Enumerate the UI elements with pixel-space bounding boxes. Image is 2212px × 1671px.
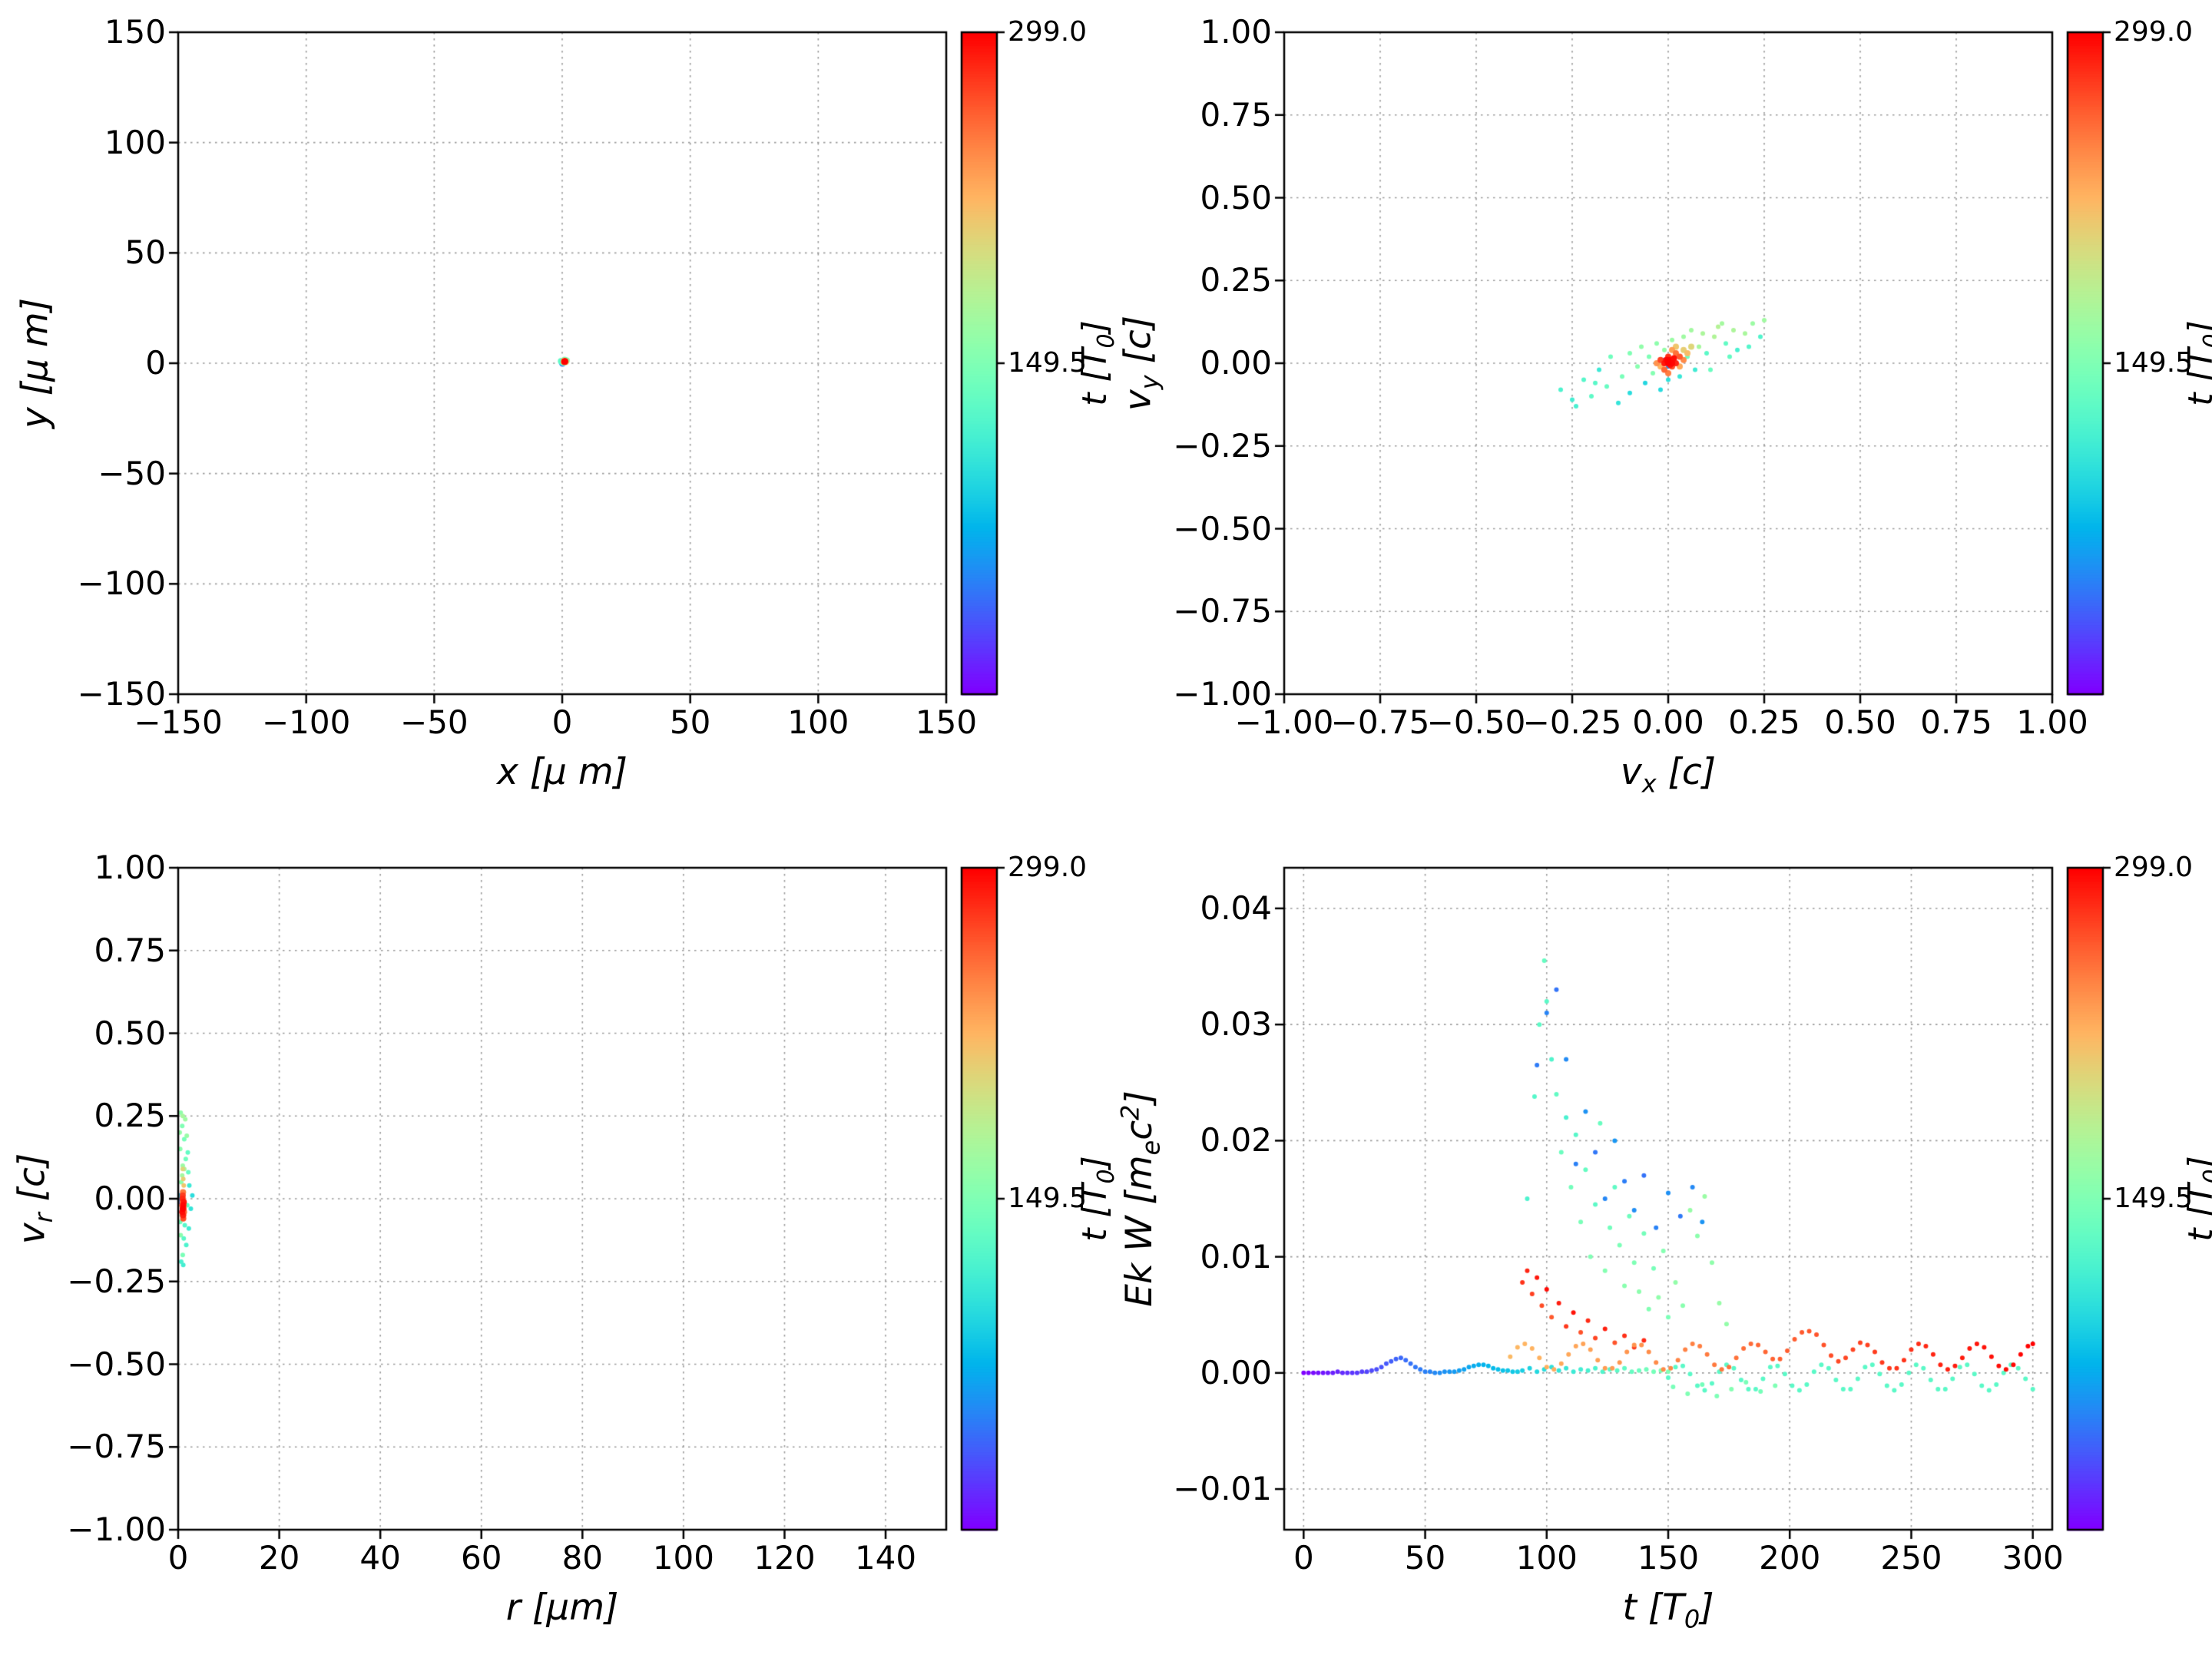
x-tick-label: 300 — [2002, 1539, 2064, 1577]
subplot-ekw: 0 50 100 150 200 250 300 −0.01 0.00 0.01 0.02 0.03 0… — [1106, 836, 2212, 1671]
x-tick-label: −1.00 — [1234, 703, 1334, 741]
y-tick-label: 0.00 — [94, 1180, 166, 1217]
x-tick-label: 0.25 — [1728, 703, 1800, 741]
x-tick-label: 40 — [359, 1539, 401, 1577]
x-axis-label: x [μ m] — [496, 751, 628, 793]
x-axis-label: t [T0] — [1622, 1587, 1714, 1634]
y-tick-label: −150 — [77, 675, 166, 713]
x-axis-label: vx [c] — [1620, 751, 1717, 799]
x-tick-label: 50 — [1404, 1539, 1446, 1577]
y-tick-label: 0.01 — [1200, 1237, 1272, 1276]
x-axis-label: r [μm] — [505, 1587, 619, 1629]
x-tick-label: −50 — [400, 703, 469, 741]
x-tick-label: 150 — [915, 703, 978, 741]
x-tick-label: 100 — [787, 703, 849, 741]
subplot-vxvy: −1.00 −0.75 −0.50 −0.25 0.00 0.25 0.50 0.75 1.00… — [1106, 0, 2212, 836]
y-tick-label: 50 — [124, 233, 166, 272]
x-tick-label: 20 — [258, 1539, 300, 1577]
y-tick-label: 0.25 — [94, 1097, 166, 1135]
x-tick-label: 60 — [461, 1539, 502, 1577]
colorbar-tick-label: 299.0 — [2114, 852, 2194, 883]
y-axis-label: Ek W [mec2] — [1115, 1090, 1166, 1307]
y-tick-label: −100 — [77, 564, 166, 603]
x-tick-label: 150 — [1637, 1539, 1700, 1577]
x-tick-label: −100 — [261, 703, 351, 741]
x-tick-label: 0.75 — [1920, 703, 1992, 741]
y-tick-label: 0.00 — [1200, 1353, 1272, 1391]
colorbar-label: t [T0] — [2181, 1156, 2212, 1241]
colorbar-tick-label: 299.0 — [2114, 16, 2194, 48]
y-tick-label: −0.50 — [1173, 509, 1272, 548]
plot-canvas-xy — [0, 0, 1106, 836]
y-tick-label: −1.00 — [1173, 675, 1272, 713]
x-tick-label: 120 — [753, 1539, 816, 1577]
colorbar-label: t [T0] — [2181, 320, 2212, 405]
y-tick-label: −0.25 — [67, 1262, 166, 1300]
x-tick-label: −150 — [134, 703, 223, 741]
y-tick-label: 100 — [104, 123, 166, 161]
y-tick-label: 0.75 — [1200, 95, 1272, 134]
y-tick-label: −0.01 — [1173, 1470, 1272, 1508]
colorbar-tick-label: 149.5 — [1008, 347, 1088, 379]
y-tick-label: 0.75 — [94, 931, 166, 969]
x-tick-label: 100 — [1515, 1539, 1578, 1577]
x-tick-label: 0 — [167, 1539, 189, 1577]
x-tick-label: 50 — [669, 703, 711, 741]
y-tick-label: 0.02 — [1200, 1121, 1272, 1160]
y-tick-label: 150 — [104, 13, 166, 51]
x-tick-label: −0.75 — [1330, 703, 1430, 741]
colorbar-tick-label: 149.5 — [2114, 1183, 2194, 1214]
colorbar-tick-label: 299.0 — [1008, 16, 1088, 48]
y-axis-label: y [μ m] — [14, 297, 57, 429]
plot-canvas-vxvy — [1106, 0, 2212, 836]
y-tick-label: −0.75 — [67, 1428, 166, 1466]
y-tick-label: 0.50 — [94, 1014, 166, 1052]
y-tick-label: 1.00 — [1200, 13, 1272, 51]
x-tick-label: −0.50 — [1426, 703, 1526, 741]
y-axis-label: vr [c] — [11, 1153, 58, 1245]
x-tick-label: 0 — [1293, 1539, 1314, 1577]
plot-canvas-rvr — [0, 836, 1106, 1671]
subplot-xy: −150 −100 −50 0 50 100 150 −150 −100 −50 0 50 100 150… — [0, 0, 1120, 836]
colorbar-tick-label: 299.0 — [1008, 852, 1088, 883]
x-tick-label: 0.50 — [1824, 703, 1896, 741]
colorbar-tick-label: 149.5 — [1008, 1183, 1088, 1214]
y-tick-label: −0.75 — [1173, 592, 1272, 630]
y-tick-label: 0.00 — [1200, 344, 1272, 382]
y-tick-label: 1.00 — [94, 849, 166, 886]
x-tick-label: 80 — [561, 1539, 604, 1577]
x-tick-label: 250 — [1880, 1539, 1942, 1577]
y-tick-label: −0.25 — [1173, 426, 1272, 465]
y-tick-label: 0 — [145, 344, 166, 382]
x-tick-label: 200 — [1759, 1539, 1821, 1577]
x-tick-label: 140 — [854, 1539, 917, 1577]
x-tick-label: 100 — [652, 1539, 714, 1577]
x-tick-label: 0 — [551, 703, 573, 741]
y-tick-label: −0.50 — [67, 1345, 166, 1383]
subplot-rvr: 0 20 40 60 80 100 120 140 −1.00 −0.75 −0.50 −0.25 0.… — [0, 836, 1120, 1671]
y-tick-label: 0.03 — [1200, 1005, 1272, 1044]
y-tick-label: 0.04 — [1200, 888, 1272, 927]
plot-canvas-ekw — [1106, 836, 2212, 1671]
y-tick-label: −50 — [98, 454, 166, 492]
y-tick-label: −1.00 — [67, 1511, 166, 1548]
y-tick-label: 0.25 — [1200, 261, 1272, 299]
colorbar-tick-label: 149.5 — [2114, 347, 2194, 379]
y-tick-label: 0.50 — [1200, 178, 1272, 217]
y-axis-label: vy [c] — [1117, 315, 1164, 412]
x-tick-label: 1.00 — [2016, 703, 2088, 741]
x-tick-label: −0.25 — [1522, 703, 1622, 741]
x-tick-label: 0.00 — [1632, 703, 1704, 741]
